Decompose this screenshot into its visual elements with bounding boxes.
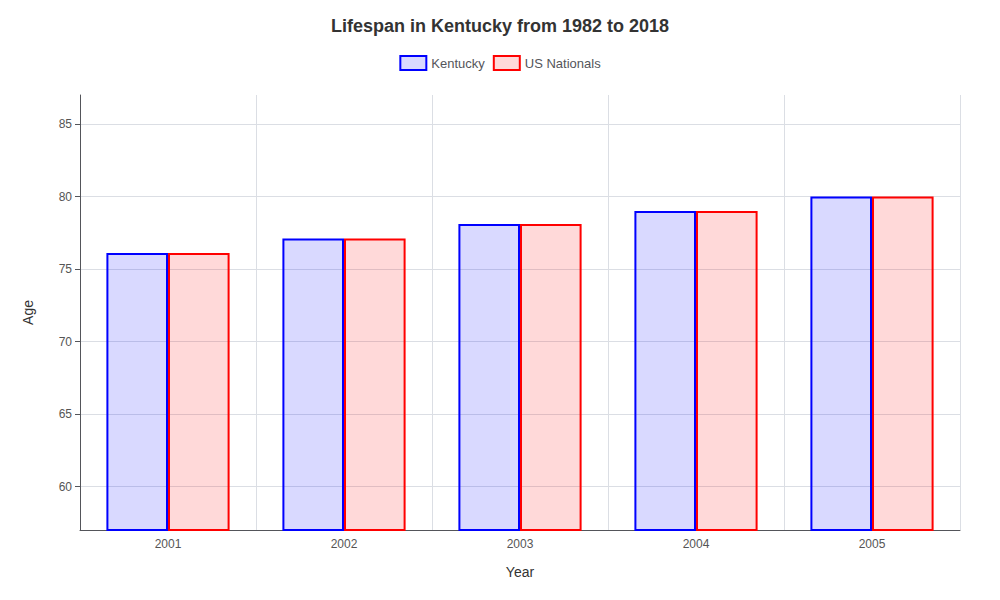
svg-text:US Nationals: US Nationals xyxy=(525,56,601,71)
svg-text:2005: 2005 xyxy=(859,537,886,551)
svg-text:60: 60 xyxy=(59,480,73,494)
svg-text:80: 80 xyxy=(59,190,73,204)
svg-text:85: 85 xyxy=(59,117,73,131)
svg-text:Age: Age xyxy=(20,300,36,325)
svg-text:Lifespan in Kentucky from 1982: Lifespan in Kentucky from 1982 to 2018 xyxy=(331,16,669,36)
svg-text:2004: 2004 xyxy=(683,537,710,551)
svg-text:Year: Year xyxy=(506,564,535,580)
svg-text:70: 70 xyxy=(59,335,73,349)
svg-text:2002: 2002 xyxy=(331,537,358,551)
svg-text:2003: 2003 xyxy=(507,537,534,551)
svg-text:Kentucky: Kentucky xyxy=(431,56,485,71)
svg-text:2001: 2001 xyxy=(155,537,182,551)
svg-text:65: 65 xyxy=(59,407,73,421)
svg-text:75: 75 xyxy=(59,262,73,276)
